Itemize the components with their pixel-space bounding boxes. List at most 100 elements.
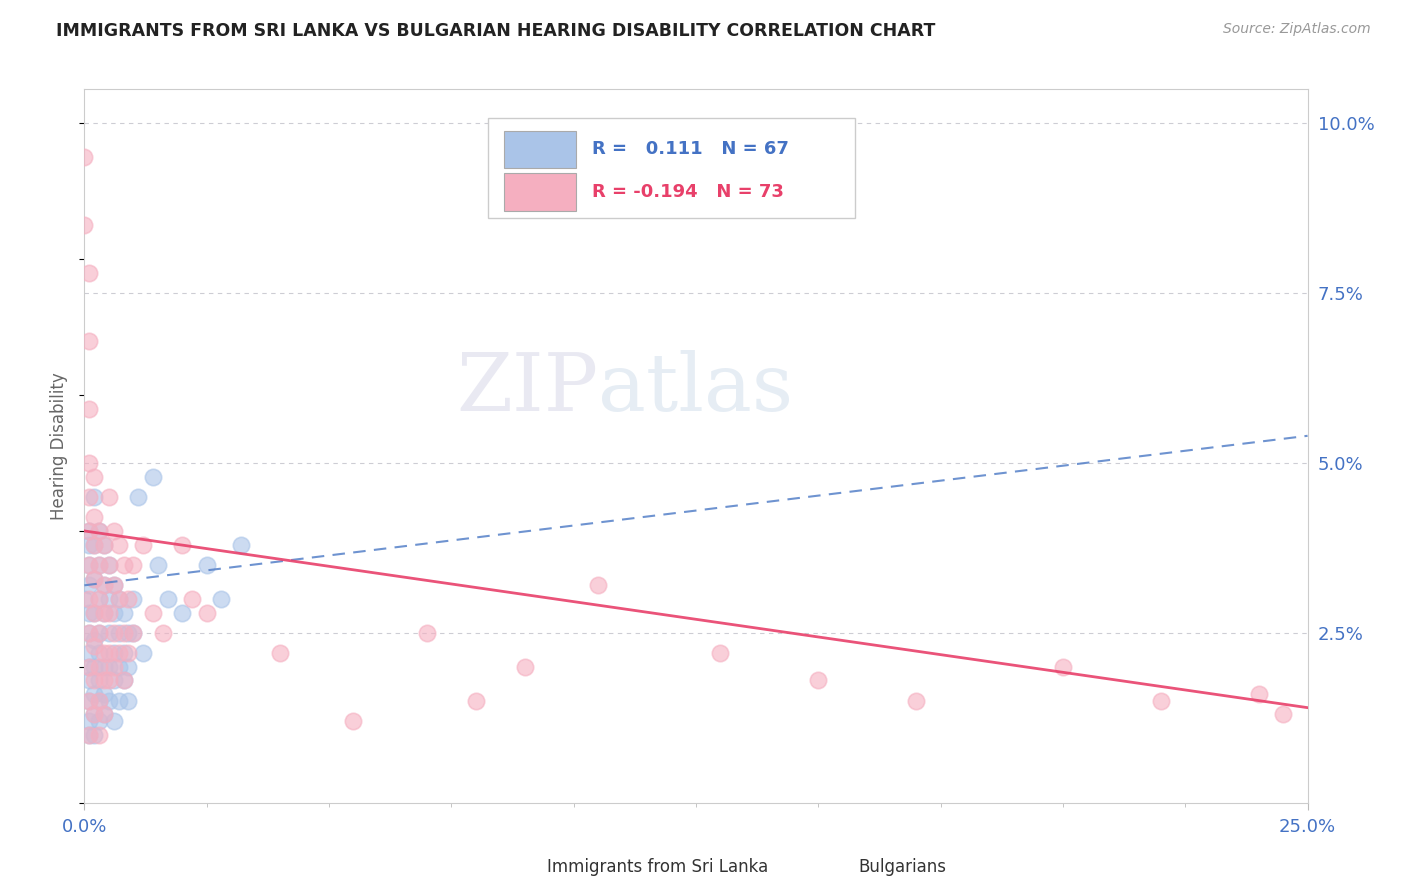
Point: [87, 558, 110, 572]
Point: [77, 591, 100, 606]
Point: [77, 524, 100, 538]
Point: [132, 646, 155, 660]
Point: [103, 646, 125, 660]
Point: [112, 558, 135, 572]
Point: [87, 728, 110, 742]
Point: [77, 626, 100, 640]
Point: [83, 687, 105, 701]
Point: [93, 578, 115, 592]
Point: [103, 714, 125, 729]
Point: [464, 694, 486, 708]
Point: [172, 606, 194, 620]
Point: [112, 606, 135, 620]
Text: R =   0.111   N = 67: R = 0.111 N = 67: [592, 140, 789, 158]
Point: [229, 537, 252, 551]
Point: [103, 524, 125, 538]
Point: [1272, 707, 1295, 722]
Point: [93, 537, 115, 551]
Point: [807, 673, 830, 688]
Point: [152, 626, 174, 640]
Point: [83, 640, 105, 654]
Point: [77, 660, 100, 674]
Point: [122, 558, 145, 572]
Text: ZIP: ZIP: [456, 350, 598, 428]
Point: [117, 626, 139, 640]
Point: [87, 626, 110, 640]
FancyBboxPatch shape: [488, 118, 855, 218]
Point: [93, 707, 115, 722]
Point: [83, 537, 105, 551]
Point: [132, 537, 155, 551]
Point: [77, 626, 100, 640]
Point: [122, 626, 145, 640]
Point: [77, 558, 100, 572]
Point: [1247, 687, 1270, 701]
Point: [87, 694, 110, 708]
Point: [1052, 660, 1074, 674]
Point: [103, 660, 125, 674]
Point: [97, 591, 120, 606]
Point: [87, 558, 110, 572]
Point: [117, 646, 139, 660]
Point: [87, 646, 110, 660]
Point: [77, 728, 100, 742]
Point: [83, 490, 105, 504]
Point: [117, 660, 139, 674]
Point: [93, 707, 115, 722]
Point: [122, 626, 145, 640]
Point: [87, 591, 110, 606]
Point: [107, 660, 129, 674]
Point: [107, 591, 129, 606]
Point: [87, 714, 110, 729]
Point: [117, 694, 139, 708]
Point: [97, 626, 120, 640]
Point: [142, 606, 165, 620]
Point: [87, 591, 110, 606]
Point: [112, 673, 135, 688]
Point: [93, 673, 115, 688]
Point: [83, 572, 105, 586]
Point: [77, 646, 100, 660]
Point: [103, 606, 125, 620]
Text: atlas: atlas: [598, 350, 793, 428]
FancyBboxPatch shape: [810, 851, 851, 883]
Point: [117, 591, 139, 606]
Text: IMMIGRANTS FROM SRI LANKA VS BULGARIAN HEARING DISABILITY CORRELATION CHART: IMMIGRANTS FROM SRI LANKA VS BULGARIAN H…: [56, 22, 935, 40]
Point: [83, 606, 105, 620]
Point: [77, 266, 100, 280]
Point: [77, 578, 100, 592]
Point: [93, 578, 115, 592]
Point: [209, 591, 232, 606]
Point: [181, 591, 204, 606]
Point: [709, 646, 731, 660]
Point: [97, 558, 120, 572]
Point: [103, 673, 125, 688]
Point: [77, 558, 100, 572]
Point: [93, 660, 115, 674]
Point: [77, 334, 100, 348]
Point: [342, 714, 364, 729]
Point: [77, 524, 100, 538]
Point: [112, 646, 135, 660]
Point: [269, 646, 291, 660]
Point: [73, 150, 96, 164]
Point: [77, 714, 100, 729]
Text: Immigrants from Sri Lanka: Immigrants from Sri Lanka: [547, 858, 768, 876]
Point: [112, 673, 135, 688]
Point: [83, 728, 105, 742]
Point: [103, 626, 125, 640]
Point: [103, 578, 125, 592]
Point: [142, 469, 165, 483]
Point: [77, 660, 100, 674]
FancyBboxPatch shape: [503, 130, 576, 168]
Point: [1150, 694, 1173, 708]
Point: [93, 537, 115, 551]
Text: R = -0.194   N = 73: R = -0.194 N = 73: [592, 183, 785, 201]
Point: [107, 537, 129, 551]
Point: [93, 606, 115, 620]
Point: [122, 591, 145, 606]
Point: [83, 469, 105, 483]
Text: Bulgarians: Bulgarians: [859, 858, 946, 876]
Point: [87, 626, 110, 640]
Point: [83, 707, 105, 722]
